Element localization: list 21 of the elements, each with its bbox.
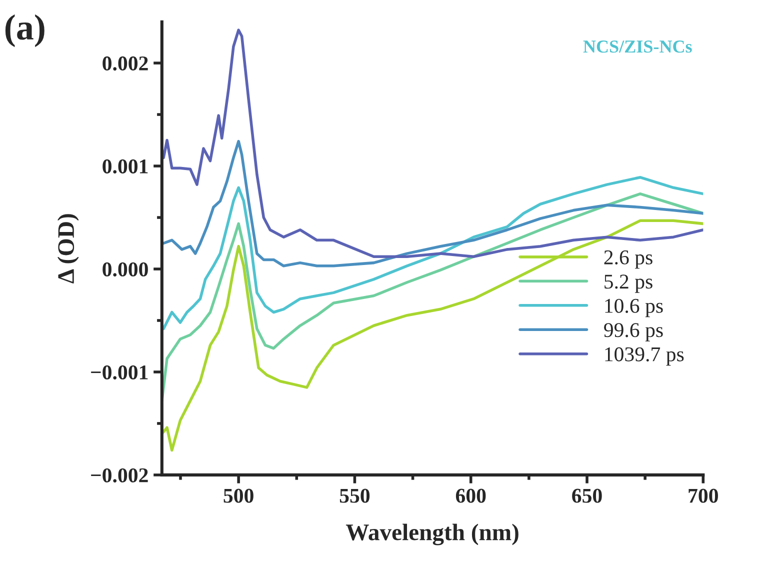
x-tick-label: 700 — [688, 488, 718, 503]
x-tick-label: 500 — [224, 488, 254, 503]
y-tick-label: 0.001 — [102, 159, 148, 174]
legend-label: 1039.7 ps — [605, 347, 684, 366]
legend-label: 99.6 ps — [604, 323, 663, 342]
y-axis-title: Δ (OD) — [57, 214, 79, 284]
x-tick-label: 650 — [572, 488, 602, 503]
annotation: NCS/ZIS-NCs — [583, 40, 692, 53]
y-tick-label: 0.000 — [102, 262, 148, 277]
line-series — [162, 140, 704, 268]
legend-label: 10.6 ps — [605, 298, 663, 318]
x-tick-label: 600 — [456, 488, 486, 503]
text: (a) — [5, 14, 44, 48]
x-axis-title: Wavelength (nm) — [346, 524, 518, 546]
x-tick-label: 550 — [340, 488, 370, 503]
y-tick-label: −0.001 — [91, 365, 148, 380]
line-series — [162, 219, 704, 452]
legend-label: 5.2 ps — [604, 274, 652, 293]
y-tick-label: 0.002 — [102, 56, 148, 71]
y-tick-label: −0.002 — [91, 468, 148, 482]
legend-label: 2.6 ps — [604, 250, 652, 269]
